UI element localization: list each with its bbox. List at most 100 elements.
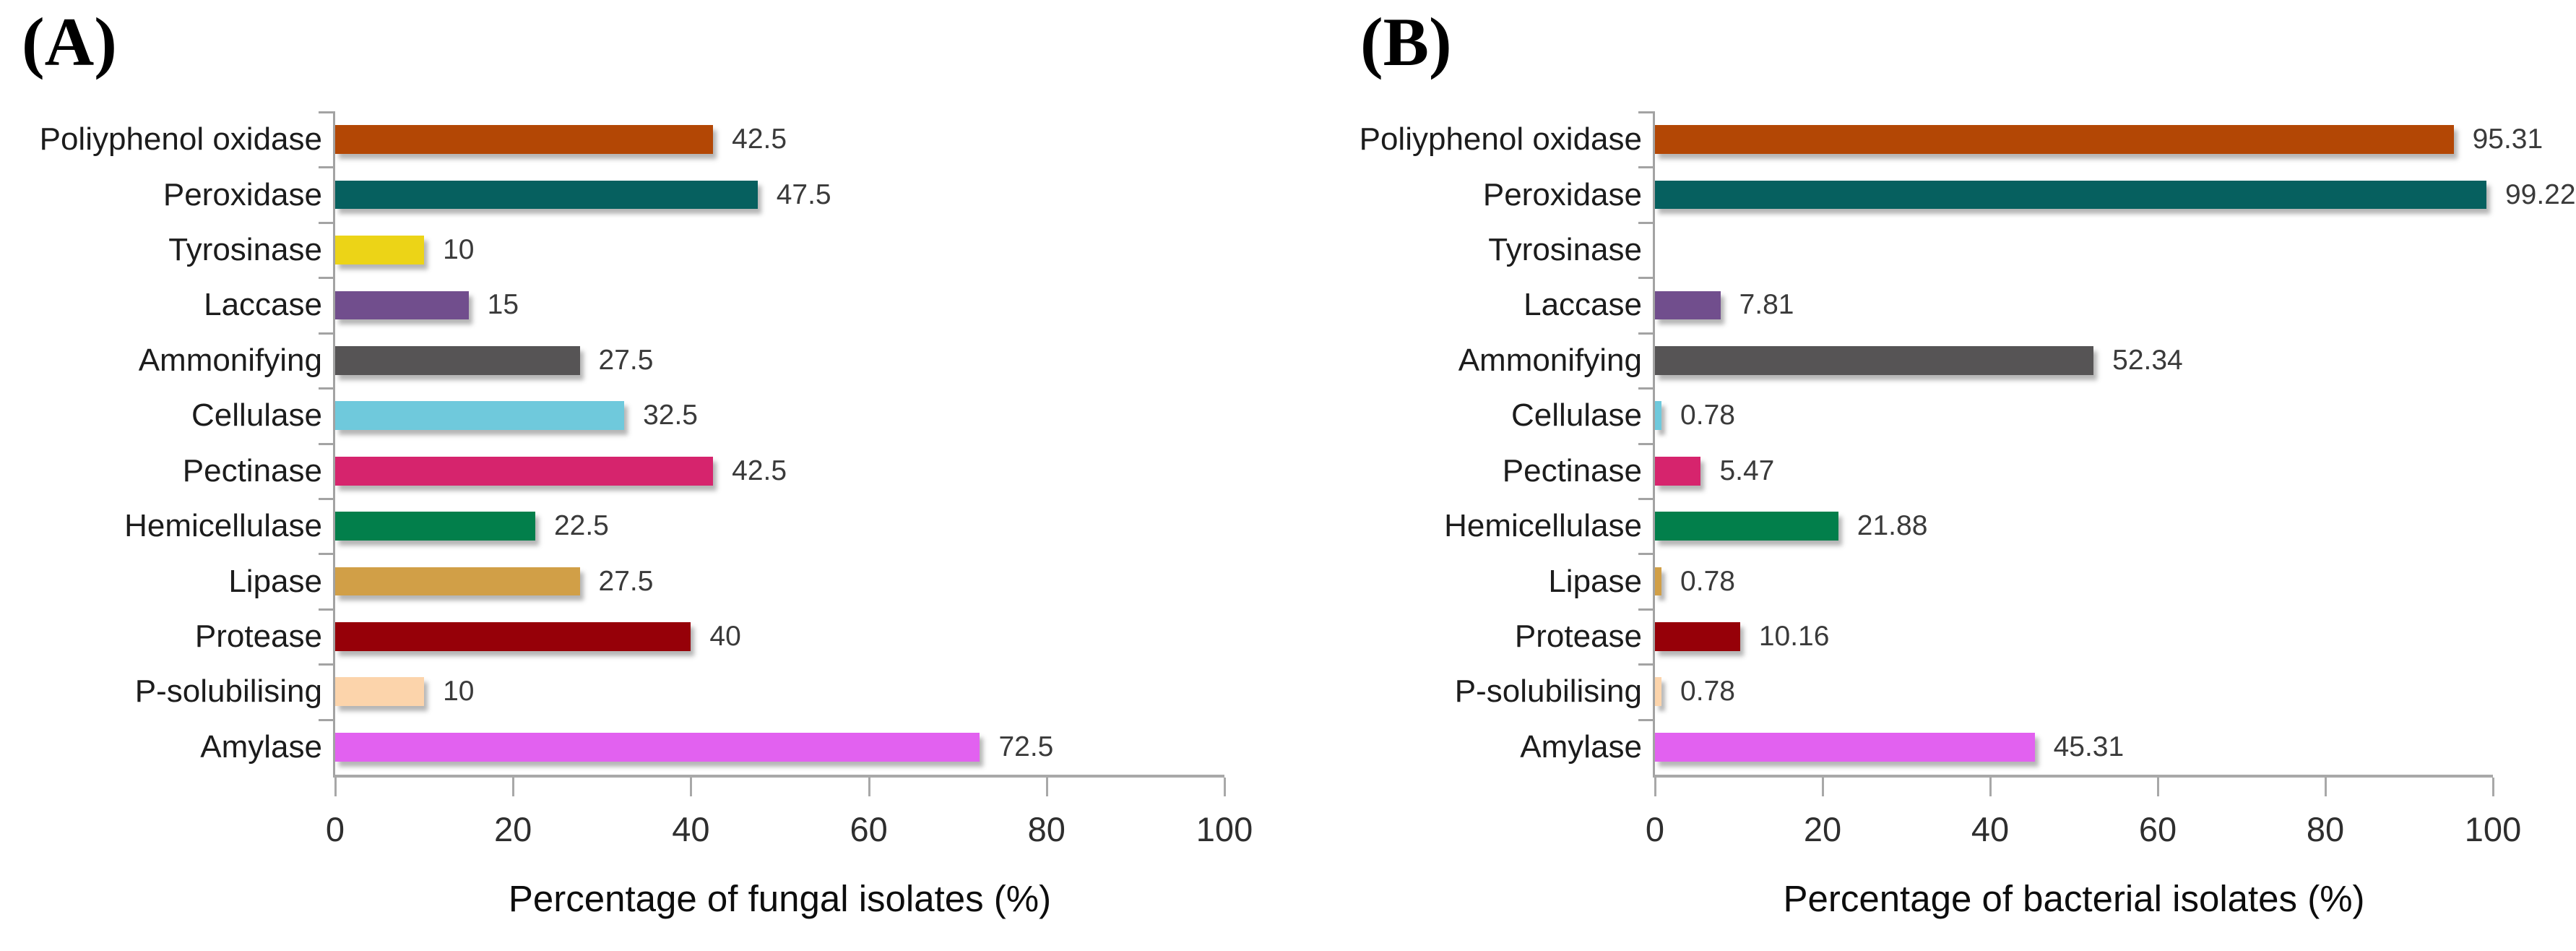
- y-axis-tick: [1638, 497, 1655, 500]
- category-label: Peroxidase: [1482, 176, 1642, 212]
- bar: [1655, 125, 2454, 155]
- value-label: 21.88: [1857, 510, 1928, 542]
- y-axis-tick: [319, 387, 335, 390]
- y-axis-tick: [319, 332, 335, 335]
- bar: [1655, 567, 1662, 596]
- y-axis-tick: [1638, 387, 1655, 390]
- bacterial-x-axis-title: Percentage of bacterial isolates (%): [1783, 878, 2365, 919]
- panel-a-corner-label: (A): [22, 4, 117, 80]
- bar: [1655, 732, 2035, 762]
- bar: [335, 512, 535, 541]
- x-axis-tick-label: 0: [1645, 810, 1665, 848]
- category-label: Pectinase: [1502, 452, 1642, 489]
- value-label: 47.5: [776, 178, 831, 210]
- bar: [1655, 291, 1721, 320]
- category-label: Pectinase: [182, 452, 322, 489]
- value-label: 95.31: [2472, 124, 2543, 155]
- bar: [335, 401, 625, 431]
- chart-row: Cellulase 0.78: [1511, 388, 2493, 443]
- x-axis-tick: [1989, 778, 1992, 796]
- chart-row: Poliyphenol oxidase 42.5: [40, 112, 1224, 167]
- category-label: Amylase: [200, 728, 322, 765]
- category-label: P-solubilising: [134, 674, 322, 710]
- category-label: Peroxidase: [163, 176, 322, 212]
- x-axis-tick-label: 100: [2464, 810, 2522, 848]
- bar: [335, 732, 980, 762]
- chart-row: P-solubilising 10: [135, 664, 1224, 719]
- panel-bacterial: (B) Percentage of bacterial isolates (%)…: [1288, 0, 2576, 951]
- bar: [335, 567, 580, 596]
- bar: [335, 622, 691, 651]
- y-axis-tick: [1638, 111, 1655, 113]
- chart-row: Cellulase 32.5: [191, 388, 1224, 443]
- category-label: Tyrosinase: [1488, 232, 1642, 268]
- chart-row: Pectinase 42.5: [183, 444, 1224, 499]
- category-label: Cellulase: [191, 397, 322, 434]
- y-axis-tick: [319, 497, 335, 500]
- category-label: Ammonifying: [138, 342, 322, 378]
- bar: [1655, 512, 1838, 541]
- chart-row: Tyrosinase: [1488, 223, 2493, 277]
- chart-row: Laccase 7.81: [1523, 277, 2493, 332]
- chart-row: Peroxidase 47.5: [163, 167, 1224, 222]
- chart-row: Protease 40: [195, 609, 1224, 664]
- bar: [335, 291, 469, 320]
- chart-row: P-solubilising 0.78: [1455, 664, 2493, 719]
- category-label: P-solubilising: [1454, 674, 1642, 710]
- bar: [335, 677, 425, 707]
- value-label: 5.47: [1719, 455, 1775, 486]
- x-axis-tick-label: 60: [2138, 810, 2177, 848]
- chart-row: Hemicellulase 22.5: [124, 499, 1224, 554]
- x-axis-tick-label: 20: [1803, 810, 1842, 848]
- y-axis-tick: [1638, 166, 1655, 169]
- x-axis-tick-label: 60: [850, 810, 888, 848]
- chart-row: Tyrosinase 10: [168, 223, 1224, 277]
- value-label: 10: [443, 234, 475, 266]
- bar: [335, 125, 714, 155]
- x-axis-tick: [1822, 778, 1824, 796]
- y-axis-tick: [1638, 277, 1655, 280]
- value-label: 27.5: [598, 565, 654, 597]
- x-axis-tick-label: 40: [672, 810, 710, 848]
- y-axis-tick: [1638, 221, 1655, 224]
- chart-row: Pectinase 5.47: [1503, 444, 2493, 499]
- bar: [1655, 622, 1740, 651]
- category-label: Protease: [194, 618, 322, 654]
- y-axis-tick: [1638, 718, 1655, 721]
- value-label: 7.81: [1739, 289, 1794, 321]
- value-label: 99.22: [2504, 178, 2576, 210]
- category-label: Lipase: [1548, 563, 1642, 599]
- x-axis-tick-label: 80: [2306, 810, 2345, 848]
- y-axis-tick: [319, 221, 335, 224]
- chart-row: Poliyphenol oxidase 95.31: [1360, 112, 2543, 167]
- fungal-x-axis-title: Percentage of fungal isolates (%): [508, 878, 1052, 919]
- x-axis-tick: [2325, 778, 2327, 796]
- chart-row: Protease 10.16: [1515, 609, 2493, 664]
- category-label: Poliyphenol oxidase: [1359, 121, 1642, 158]
- x-axis-tick: [1224, 778, 1226, 796]
- value-label: 32.5: [643, 400, 698, 431]
- value-label: 22.5: [553, 510, 609, 542]
- bar: [1655, 345, 2094, 375]
- x-axis-tick: [512, 778, 515, 796]
- category-label: Protease: [1514, 618, 1642, 654]
- value-label: 0.78: [1680, 400, 1735, 431]
- x-axis-tick: [2157, 778, 2159, 796]
- x-axis-tick: [334, 778, 337, 796]
- bar: [335, 345, 580, 375]
- category-label: Ammonifying: [1458, 342, 1642, 378]
- x-axis-tick-label: 100: [1196, 810, 1253, 848]
- bar: [335, 456, 714, 486]
- x-axis-tick: [1045, 778, 1048, 796]
- x-axis-tick-label: 0: [325, 810, 345, 848]
- y-axis-tick: [319, 608, 335, 611]
- chart-row: Amylase 45.31: [1520, 720, 2493, 775]
- bar: [1655, 401, 1662, 431]
- category-label: Lipase: [228, 563, 322, 599]
- value-label: 10.16: [1758, 620, 1830, 652]
- y-axis-tick: [1638, 332, 1655, 335]
- value-label: 40: [709, 620, 741, 652]
- chart-row: Lipase 27.5: [228, 554, 1224, 608]
- y-axis-tick: [1638, 553, 1655, 556]
- value-label: 52.34: [2112, 344, 2183, 376]
